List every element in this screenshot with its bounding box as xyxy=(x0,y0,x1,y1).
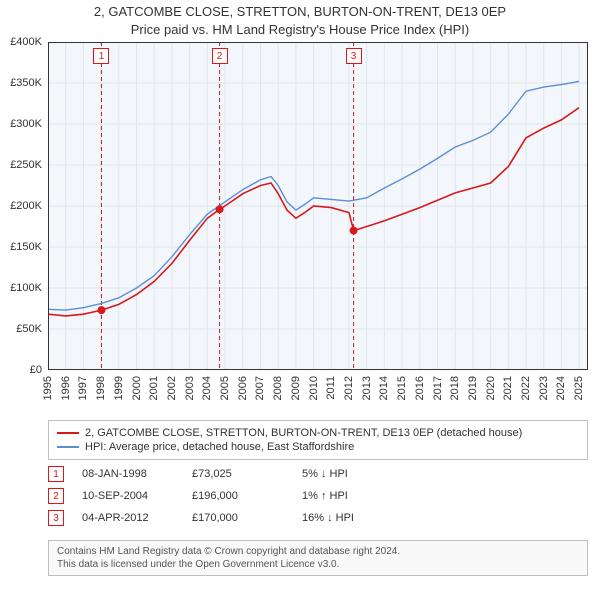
transaction-date: 10-SEP-2004 xyxy=(82,490,192,502)
y-tick-label: £150K xyxy=(10,241,42,253)
x-tick-label: 2021 xyxy=(502,376,514,400)
y-tick-label: £100K xyxy=(10,282,42,294)
legend-swatch xyxy=(57,446,79,448)
y-tick-label: £250K xyxy=(10,159,42,171)
x-tick-label: 2008 xyxy=(272,376,284,400)
x-tick-label: 2000 xyxy=(131,376,143,400)
x-tick-label: 2014 xyxy=(378,376,390,400)
x-tick-label: 2022 xyxy=(520,376,532,400)
transaction-marker: 2 xyxy=(48,488,64,504)
legend-item: 2, GATCOMBE CLOSE, STRETTON, BURTON-ON-T… xyxy=(57,427,579,439)
transaction-row: 2 10-SEP-2004£196,0001% ↑ HPI xyxy=(48,488,422,504)
transaction-price: £73,025 xyxy=(192,468,302,480)
x-tick-label: 2025 xyxy=(573,376,585,400)
x-tick-label: 2017 xyxy=(432,376,444,400)
attribution-footer: Contains HM Land Registry data © Crown c… xyxy=(48,540,588,576)
x-tick-label: 2009 xyxy=(290,376,302,400)
x-tick-label: 1999 xyxy=(113,376,125,400)
transaction-delta: 1% ↑ HPI xyxy=(302,490,422,502)
x-tick-label: 2024 xyxy=(555,376,567,400)
chart-marker-2: 2 xyxy=(212,48,228,64)
x-tick-label: 2004 xyxy=(201,376,213,400)
x-tick-label: 2018 xyxy=(449,376,461,400)
transaction-delta: 16% ↓ HPI xyxy=(302,512,422,524)
x-tick-label: 2007 xyxy=(254,376,266,400)
x-tick-label: 1998 xyxy=(95,376,107,400)
y-tick-label: £0 xyxy=(30,364,42,376)
x-tick-label: 2011 xyxy=(325,376,337,400)
chart-plot-area xyxy=(48,42,588,370)
legend-item: HPI: Average price, detached house, East… xyxy=(57,441,579,453)
y-tick-label: £200K xyxy=(10,200,42,212)
transaction-delta: 5% ↓ HPI xyxy=(302,468,422,480)
y-tick-label: £50K xyxy=(16,323,42,335)
x-tick-label: 2003 xyxy=(184,376,196,400)
legend-label: HPI: Average price, detached house, East… xyxy=(85,441,354,453)
transaction-price: £170,000 xyxy=(192,512,302,524)
x-tick-label: 2015 xyxy=(396,376,408,400)
transaction-date: 04-APR-2012 xyxy=(82,512,192,524)
x-tick-label: 2001 xyxy=(148,376,160,400)
transaction-date: 08-JAN-1998 xyxy=(82,468,192,480)
x-tick-label: 2020 xyxy=(485,376,497,400)
chart-marker-1: 1 xyxy=(93,48,109,64)
x-tick-label: 2005 xyxy=(219,376,231,400)
y-tick-label: £350K xyxy=(10,77,42,89)
x-tick-label: 2023 xyxy=(538,376,550,400)
chart-marker-3: 3 xyxy=(346,48,362,64)
transaction-marker: 1 xyxy=(48,466,64,482)
x-tick-label: 2010 xyxy=(308,376,320,400)
footer-line1: Contains HM Land Registry data © Crown c… xyxy=(57,545,579,558)
x-tick-label: 1996 xyxy=(60,376,72,400)
transaction-marker: 3 xyxy=(48,510,64,526)
footer-line2: This data is licensed under the Open Gov… xyxy=(57,558,579,571)
transaction-row: 1 08-JAN-1998£73,0255% ↓ HPI xyxy=(48,466,422,482)
x-tick-label: 2013 xyxy=(361,376,373,400)
x-tick-label: 2019 xyxy=(467,376,479,400)
transaction-row: 3 04-APR-2012£170,00016% ↓ HPI xyxy=(48,510,422,526)
x-tick-label: 2016 xyxy=(414,376,426,400)
legend-swatch xyxy=(57,432,79,434)
y-tick-label: £400K xyxy=(10,36,42,48)
transaction-price: £196,000 xyxy=(192,490,302,502)
x-tick-label: 2006 xyxy=(237,376,249,400)
chart-title-line1: 2, GATCOMBE CLOSE, STRETTON, BURTON-ON-T… xyxy=(0,4,600,19)
chart-title-line2: Price paid vs. HM Land Registry's House … xyxy=(0,22,600,37)
y-tick-label: £300K xyxy=(10,118,42,130)
x-tick-label: 2002 xyxy=(166,376,178,400)
x-tick-label: 1995 xyxy=(42,376,54,400)
chart-legend: 2, GATCOMBE CLOSE, STRETTON, BURTON-ON-T… xyxy=(48,420,588,460)
x-tick-label: 1997 xyxy=(77,376,89,400)
legend-label: 2, GATCOMBE CLOSE, STRETTON, BURTON-ON-T… xyxy=(85,427,522,439)
x-tick-label: 2012 xyxy=(343,376,355,400)
